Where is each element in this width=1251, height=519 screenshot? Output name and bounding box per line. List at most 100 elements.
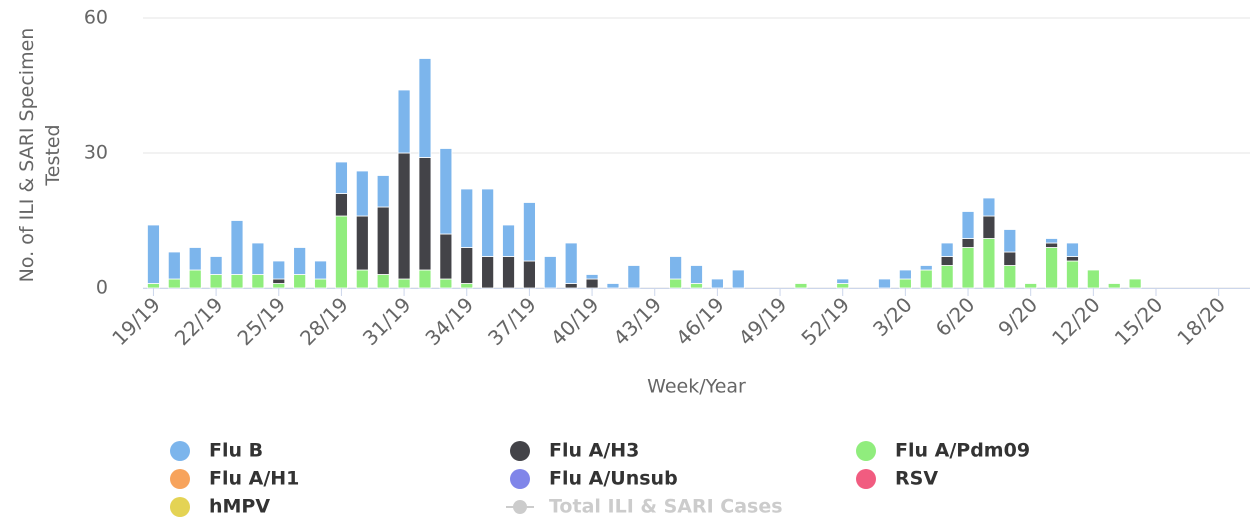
bar-segment bbox=[710, 278, 724, 289]
bar-segment bbox=[919, 265, 933, 271]
bar-segment bbox=[481, 188, 495, 257]
bar-segment bbox=[961, 238, 975, 248]
legend-item[interactable]: Flu A/Unsub bbox=[510, 468, 678, 490]
legend-label: Total ILI & SARI Cases bbox=[549, 496, 783, 518]
x-tick-label: 15/20 bbox=[1110, 292, 1168, 350]
legend-symbol bbox=[513, 500, 527, 514]
bar-segment bbox=[564, 283, 578, 289]
bar-segment bbox=[355, 170, 369, 217]
legend-symbol bbox=[856, 469, 876, 489]
x-tick-label: 49/19 bbox=[734, 292, 792, 350]
legend-symbol bbox=[510, 441, 530, 461]
bar-segment bbox=[502, 224, 515, 257]
bar-segment bbox=[230, 220, 244, 275]
bar-segment bbox=[564, 242, 578, 284]
bar-segment bbox=[147, 224, 160, 284]
legend-symbol bbox=[510, 469, 530, 489]
legend-label: Flu B bbox=[209, 440, 263, 462]
bar-segment bbox=[418, 58, 432, 158]
bar-segment bbox=[397, 278, 411, 289]
bar-segment bbox=[1128, 278, 1142, 289]
legend-item[interactable]: Flu A/H1 bbox=[170, 468, 299, 490]
y-tick-label: 0 bbox=[96, 277, 108, 299]
y-tick-label: 60 bbox=[84, 7, 108, 29]
legend-symbol bbox=[170, 469, 190, 489]
bar-segment bbox=[940, 265, 954, 289]
legend-label: Flu A/Pdm09 bbox=[895, 440, 1030, 462]
x-tick-label: 9/20 bbox=[993, 292, 1042, 341]
bar-segment bbox=[1003, 251, 1017, 266]
bar-segment bbox=[669, 278, 683, 289]
bar-segment bbox=[1066, 256, 1079, 262]
x-tick-label: 25/19 bbox=[232, 292, 290, 350]
legend-symbol bbox=[856, 441, 876, 461]
bar-segment bbox=[898, 269, 912, 280]
x-tick-label: 19/19 bbox=[107, 292, 165, 350]
x-tick-label: 3/20 bbox=[868, 292, 917, 341]
bar-segment bbox=[502, 256, 515, 289]
bar-segment bbox=[1003, 229, 1017, 253]
x-tick-label: 31/19 bbox=[358, 292, 416, 350]
bar-segment bbox=[1066, 242, 1079, 257]
bar-segment bbox=[188, 269, 202, 289]
x-axis-title: Week/Year bbox=[647, 376, 746, 398]
bar-segment bbox=[293, 247, 307, 275]
legend-label: RSV bbox=[895, 468, 938, 490]
bar-segment bbox=[481, 256, 495, 289]
legend-symbol bbox=[170, 497, 190, 517]
bar-segment bbox=[147, 283, 160, 289]
legend-label: Flu A/H1 bbox=[209, 468, 299, 490]
legend-item[interactable]: Total ILI & SARI Cases bbox=[506, 496, 783, 518]
bar-segment bbox=[1086, 269, 1100, 289]
bar-segment bbox=[690, 265, 703, 284]
legend-item[interactable]: Flu A/Pdm09 bbox=[856, 440, 1030, 462]
legend-item[interactable]: Flu B bbox=[170, 440, 263, 462]
bar-segment bbox=[940, 242, 954, 257]
bar-segment bbox=[188, 247, 202, 271]
bar-segment bbox=[731, 269, 745, 289]
legend-item[interactable]: RSV bbox=[856, 468, 938, 490]
bar-segment bbox=[167, 251, 181, 280]
x-tick-label: 22/19 bbox=[170, 292, 228, 350]
bar-segment bbox=[961, 211, 975, 239]
bar-segment bbox=[335, 193, 348, 217]
bar-segment bbox=[397, 89, 411, 154]
bar-segment bbox=[961, 247, 975, 289]
legend-label: Flu A/Unsub bbox=[549, 468, 678, 490]
bar-segment bbox=[397, 152, 411, 280]
bar-segment bbox=[439, 278, 453, 289]
bar-segment bbox=[919, 269, 933, 289]
bar-segment bbox=[1045, 247, 1058, 289]
bar-segment bbox=[898, 278, 912, 289]
bar-segment bbox=[1045, 242, 1058, 248]
bar-segment bbox=[460, 247, 474, 284]
x-tick-label: 43/19 bbox=[608, 292, 666, 350]
x-tick-label: 37/19 bbox=[483, 292, 541, 350]
bar-segment bbox=[355, 215, 369, 271]
bar-segment bbox=[418, 157, 432, 271]
bar-segment bbox=[1024, 283, 1038, 289]
x-tick-label: 28/19 bbox=[295, 292, 353, 350]
bar-segment bbox=[669, 256, 683, 280]
bar-segment bbox=[272, 283, 286, 289]
bar-segment bbox=[1066, 260, 1079, 289]
bar-segment bbox=[167, 278, 181, 289]
legend-item[interactable]: Flu A/H3 bbox=[510, 440, 639, 462]
bar-segment bbox=[335, 215, 348, 289]
bar-segment bbox=[439, 148, 453, 235]
bar-segment bbox=[376, 274, 390, 289]
bar-segment bbox=[585, 274, 599, 280]
bar-segment bbox=[460, 283, 474, 289]
bar-segment bbox=[439, 233, 453, 280]
bar-segment bbox=[690, 283, 703, 289]
x-tick-label: 46/19 bbox=[671, 292, 729, 350]
y-tick-label: 30 bbox=[84, 142, 108, 164]
bar-segment bbox=[376, 175, 390, 208]
legend-item[interactable]: hMPV bbox=[170, 496, 270, 518]
bar-segment bbox=[209, 256, 223, 275]
bar-segment bbox=[251, 274, 265, 289]
bar-segment bbox=[982, 238, 996, 289]
x-tick-label: 52/19 bbox=[796, 292, 854, 350]
